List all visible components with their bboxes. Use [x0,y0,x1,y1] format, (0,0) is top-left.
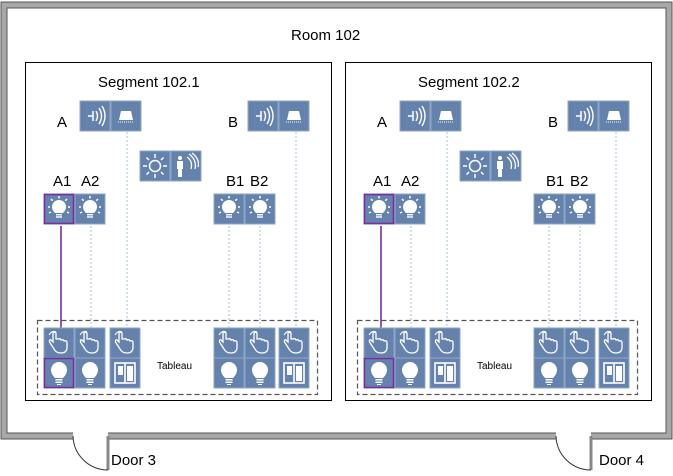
curtain-b[interactable] [598,100,630,132]
tableau-button-a1[interactable] [363,357,395,389]
tableau-touch-b2[interactable] [564,327,596,359]
tableau-touch-blind-a[interactable] [109,327,141,359]
tableau-button-blind-a[interactable] [109,357,141,389]
curtain-a[interactable] [110,100,142,132]
light-b2-label: B2 [570,173,588,190]
light-a1-label: A1 [53,173,71,190]
light-a2[interactable] [394,193,426,225]
segment-2: Segment 102.2 Tableau A B A1 A2 B1 B2 [345,62,652,401]
tableau-touch-b1[interactable] [533,327,565,359]
tableau-touch-b1[interactable] [213,327,245,359]
presence-sensor[interactable] [490,150,522,182]
light-a2[interactable] [74,193,106,225]
tableau-touch-a2[interactable] [74,327,106,359]
light-b2[interactable] [244,193,276,225]
tableau-button-a1[interactable] [43,357,75,389]
group-b-label: B [548,114,558,131]
light-a1-label: A1 [373,173,391,190]
light-b2[interactable] [564,193,596,225]
brightness-sensor[interactable] [459,150,491,182]
door-3-label: Door 3 [111,452,156,469]
tableau-touch-blind-b[interactable] [598,327,630,359]
light-b2-label: B2 [250,173,268,190]
tableau-touch-b2[interactable] [244,327,276,359]
tableau-box [356,319,639,396]
tableau-button-a2[interactable] [394,357,426,389]
blind-motor-a[interactable] [399,100,431,132]
blind-motor-b[interactable] [247,100,279,132]
door-3[interactable] [72,435,110,471]
tableau-button-b2[interactable] [244,357,276,389]
light-a2-label: A2 [401,173,419,190]
curtain-a[interactable] [430,100,462,132]
tableau-button-a2[interactable] [74,357,106,389]
room-title: Room 102 [291,27,360,44]
group-a-label: A [377,114,387,131]
segment-title: Segment 102.2 [418,74,520,91]
tableau-touch-blind-b[interactable] [278,327,310,359]
presence-sensor[interactable] [170,150,202,182]
tableau-box [36,319,319,396]
tableau-label: Tableau [157,361,192,372]
light-a2-label: A2 [81,173,99,190]
light-b1-label: B1 [226,173,244,190]
blind-motor-b[interactable] [567,100,599,132]
group-a-label: A [57,114,67,131]
curtain-b[interactable] [278,100,310,132]
group-b-label: B [228,114,238,131]
selection-highlight [43,357,75,389]
tableau-touch-blind-a[interactable] [429,327,461,359]
door-4[interactable] [555,435,593,471]
door-4-label: Door 4 [599,452,644,469]
tableau-button-b1[interactable] [533,357,565,389]
blind-motor-a[interactable] [79,100,111,132]
tableau-button-b2[interactable] [564,357,596,389]
brightness-sensor[interactable] [139,150,171,182]
light-a1[interactable] [43,193,75,225]
selection-highlight [363,193,395,225]
tableau-touch-a1[interactable] [43,327,75,359]
light-b1[interactable] [213,193,245,225]
tableau-touch-a1[interactable] [363,327,395,359]
light-b1[interactable] [533,193,565,225]
light-a1[interactable] [363,193,395,225]
tableau-button-blind-a[interactable] [429,357,461,389]
light-b1-label: B1 [546,173,564,190]
tableau-button-blind-b[interactable] [278,357,310,389]
segment-1: Segment 102.1 Tableau A B A1 A2 B1 B2 [25,62,332,401]
tableau-button-b1[interactable] [213,357,245,389]
room-walls [0,1,673,440]
selection-highlight [363,357,395,389]
tableau-label: Tableau [477,361,512,372]
selection-highlight [43,193,75,225]
tableau-touch-a2[interactable] [394,327,426,359]
tableau-button-blind-b[interactable] [598,357,630,389]
segment-title: Segment 102.1 [98,74,200,91]
